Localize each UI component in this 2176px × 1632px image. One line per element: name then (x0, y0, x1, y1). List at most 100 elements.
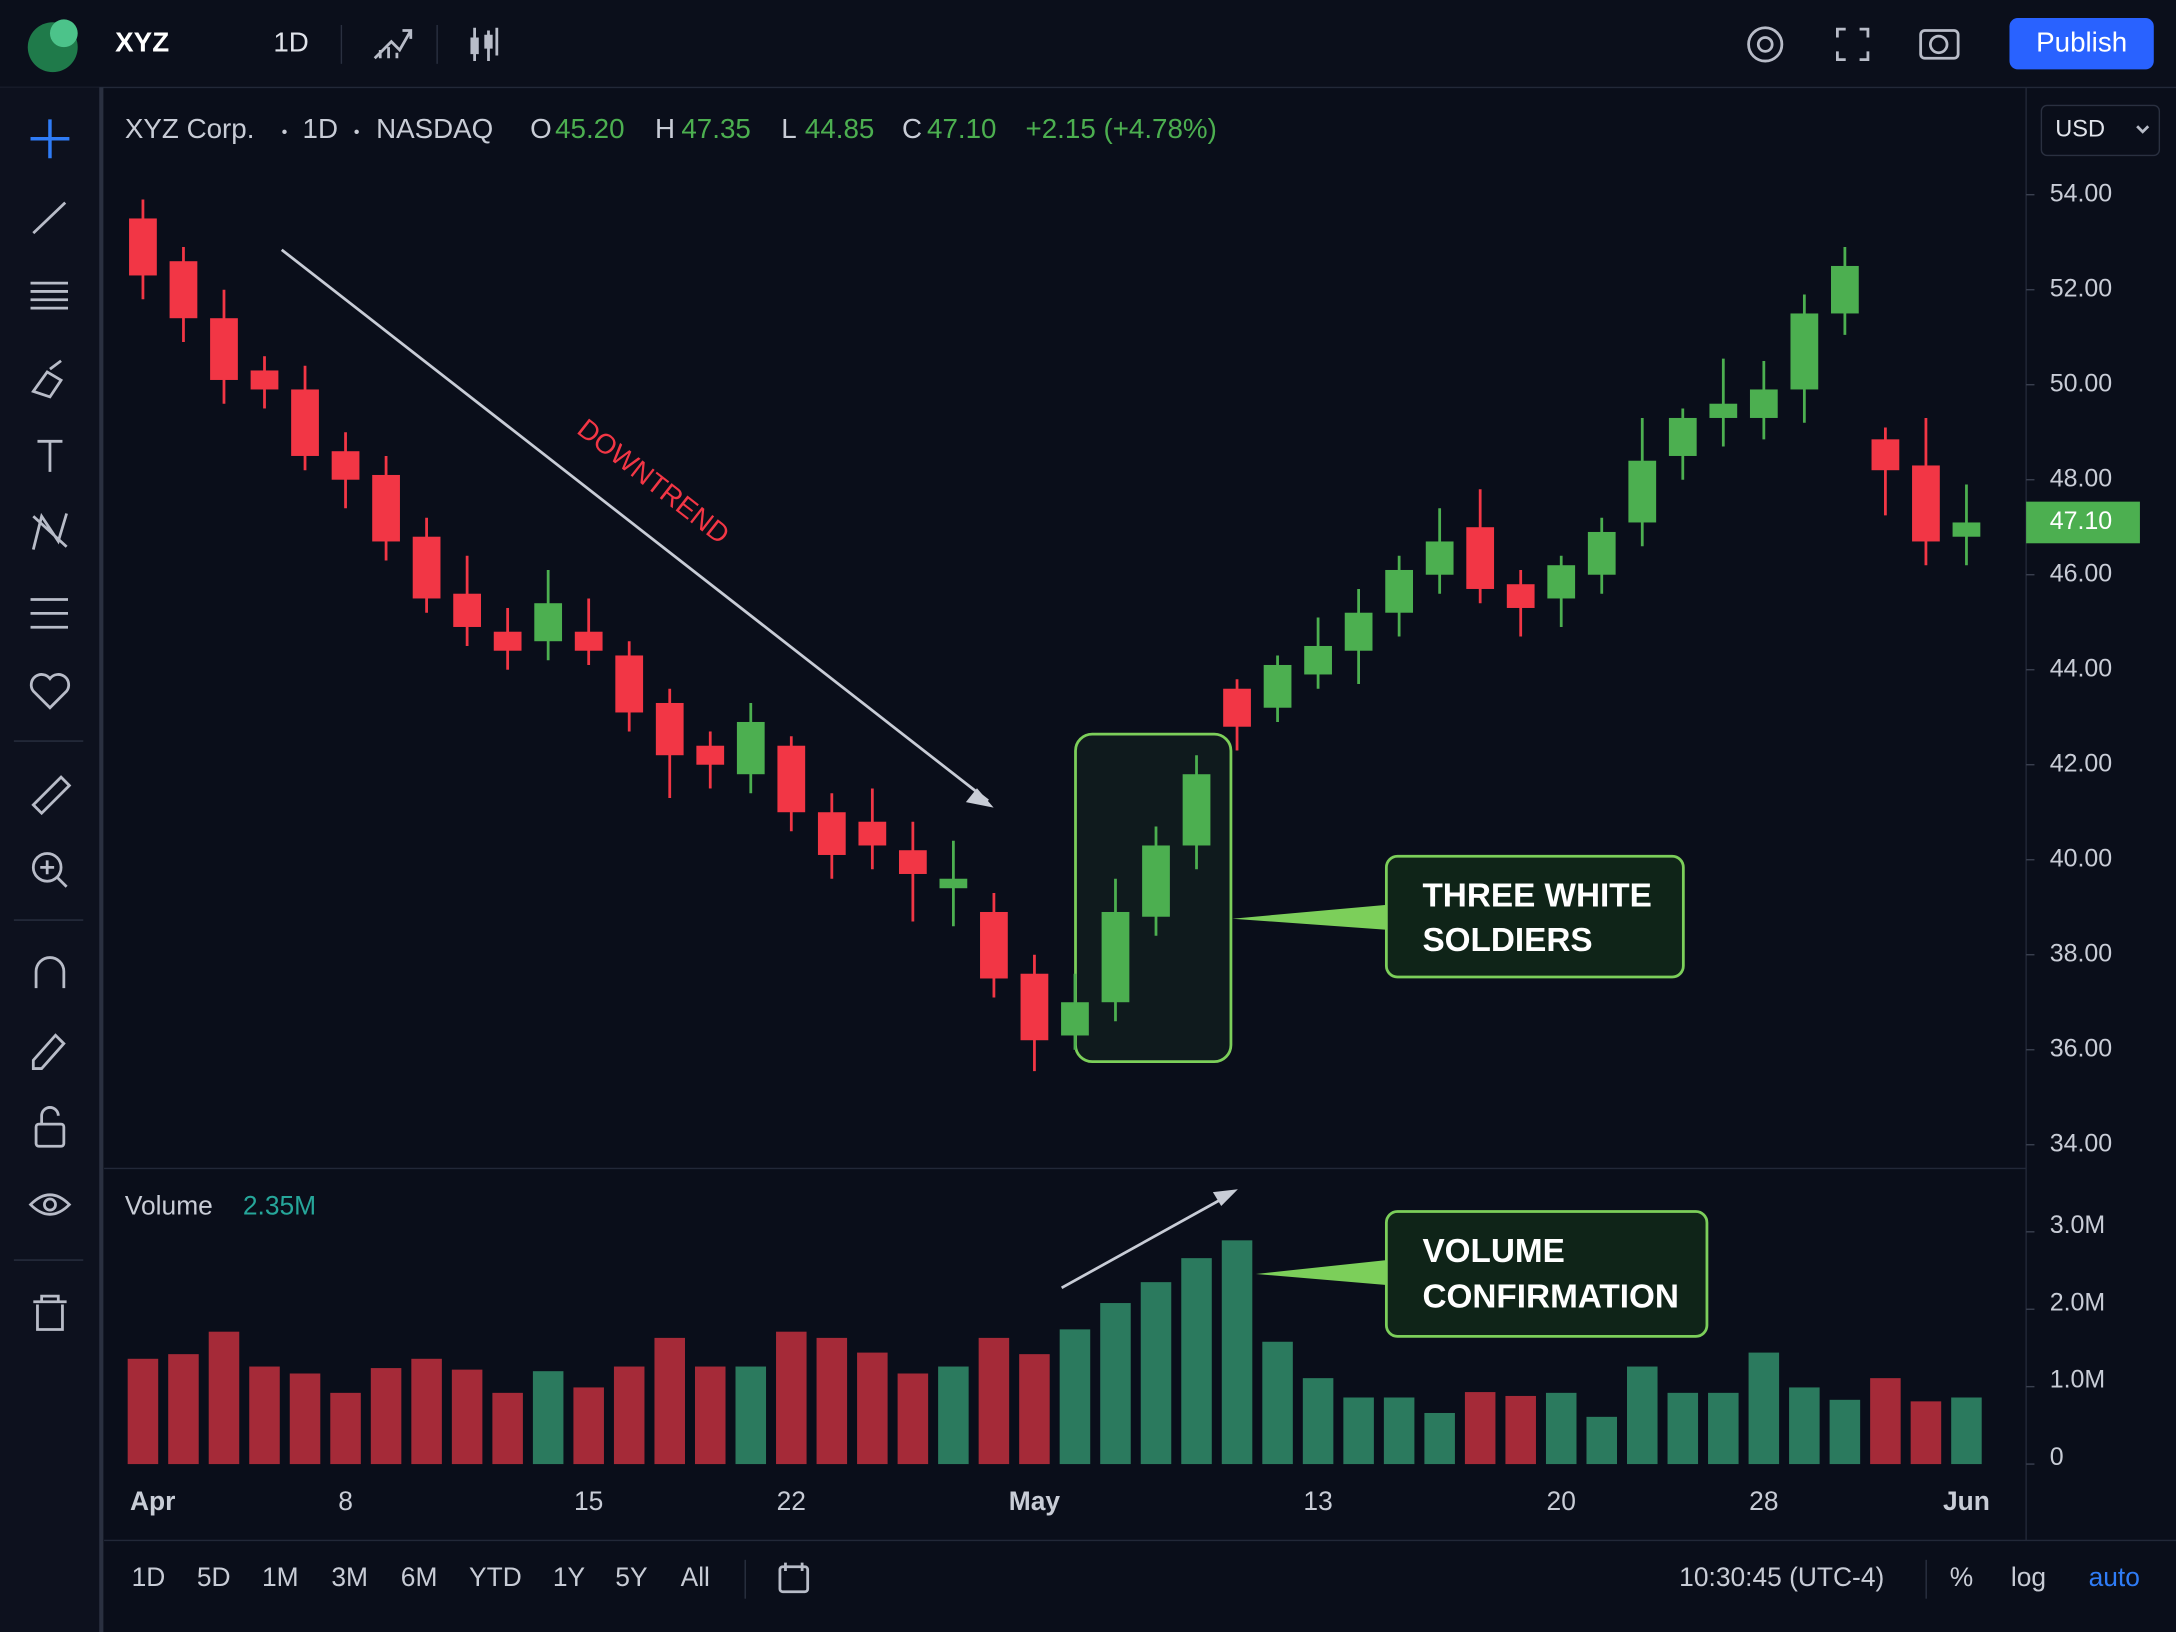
candle-body (1061, 1002, 1089, 1036)
compare-icon[interactable] (470, 27, 499, 62)
lock-draw-tool[interactable] (31, 1033, 66, 1070)
range-button[interactable]: 6M (401, 1562, 438, 1592)
pattern-tool[interactable] (31, 512, 68, 550)
date-range-icon[interactable] (778, 1562, 810, 1594)
range-button[interactable]: 5Y (615, 1562, 647, 1592)
favorites-tool[interactable] (29, 673, 71, 710)
settings-icon[interactable] (1747, 26, 1784, 63)
candle-body (1871, 439, 1900, 471)
x-tick-label: 15 (574, 1486, 603, 1516)
range-button[interactable]: 3M (331, 1562, 368, 1592)
volume-title: Volume (125, 1190, 213, 1220)
volume-bar (1545, 1392, 1577, 1465)
candle-body (1547, 565, 1576, 599)
volume-bar (776, 1331, 807, 1465)
brush-tool[interactable] (31, 359, 64, 399)
auto-toggle[interactable]: auto (2089, 1562, 2140, 1592)
arrow-head (1212, 1189, 1238, 1206)
prediction-tool[interactable] (30, 598, 68, 629)
volume-bar (573, 1387, 604, 1465)
crosshair-tool[interactable] (30, 119, 70, 159)
publish-button[interactable] (2009, 18, 2154, 70)
ohlc-key: C (902, 113, 922, 144)
volume-bar (411, 1358, 442, 1465)
text-tool[interactable] (37, 439, 63, 472)
y-tick-label: 36.00 (2050, 1034, 2112, 1062)
volume-bar (1829, 1399, 1861, 1465)
volume-bar (1627, 1366, 1658, 1465)
indicators-icon[interactable] (373, 29, 413, 60)
lock-tool[interactable] (34, 1106, 66, 1148)
range-button[interactable]: YTD (469, 1562, 522, 1592)
currency-select[interactable] (2040, 104, 2161, 157)
candle-body (1831, 265, 1859, 314)
candle-body (1952, 522, 1981, 537)
volume-bar (1505, 1395, 1536, 1465)
candle-body (1749, 389, 1778, 418)
candle-body (817, 812, 846, 855)
candle-body (1101, 911, 1130, 1003)
volume-bar (1262, 1341, 1293, 1465)
volume-bar (1424, 1412, 1455, 1465)
hide-tool[interactable] (28, 1193, 72, 1216)
x-tick-label: Apr (130, 1486, 175, 1516)
top-bar (0, 0, 2176, 88)
fib-tool[interactable] (30, 281, 68, 310)
candle-body (1385, 569, 1414, 613)
y-tick-label: 48.00 (2050, 464, 2112, 492)
candle-body (736, 721, 765, 775)
magnet-tool[interactable] (34, 956, 66, 989)
x-tick-label: May (1009, 1486, 1061, 1516)
candle-body (129, 218, 157, 276)
volume-bar (127, 1358, 159, 1465)
ohlc-value: 45.20 (555, 113, 624, 144)
volume-bar (451, 1369, 483, 1465)
callout-pointer (1255, 1260, 1387, 1286)
y-tick-label: 46.00 (2050, 559, 2112, 587)
candle-body (1223, 688, 1251, 727)
ruler-tool[interactable] (31, 775, 72, 816)
currency[interactable]: USD (2055, 116, 2105, 142)
x-tick-label: Jun (1943, 1486, 1990, 1516)
volume-bar (208, 1331, 240, 1465)
candle-body (1912, 465, 1940, 542)
range-button[interactable]: 1D (132, 1562, 166, 1592)
candle-body (169, 261, 198, 319)
candle-body (412, 536, 441, 599)
interval[interactable]: 1D (273, 27, 308, 58)
ohlc-key: O (530, 113, 552, 144)
volume-bar (1343, 1397, 1374, 1465)
candle-body (696, 745, 725, 765)
candle-body (980, 911, 1008, 979)
candle-body (1587, 531, 1616, 575)
range-button[interactable]: 5D (197, 1562, 231, 1592)
callout-text: SOLDIERS (1422, 922, 1592, 959)
range-button[interactable]: 1Y (553, 1562, 585, 1592)
legend-interval: 1D (303, 113, 338, 144)
trendline-tool[interactable] (32, 201, 67, 235)
trend-arrow (280, 248, 989, 802)
candle-body (655, 702, 684, 756)
zoom-tool[interactable] (31, 852, 68, 888)
log-toggle[interactable]: log (2011, 1562, 2046, 1592)
delete-tool[interactable] (33, 1294, 67, 1331)
y-tick-label: 0 (2050, 1443, 2064, 1471)
volume-bar (1221, 1240, 1253, 1465)
percent-toggle[interactable]: % (1950, 1562, 1973, 1592)
candle-body (534, 603, 563, 642)
volume-bar (1100, 1303, 1131, 1465)
x-tick-label: 13 (1303, 1486, 1332, 1516)
publish-label[interactable]: Publish (2036, 27, 2127, 58)
range-button[interactable]: All (681, 1562, 710, 1592)
change: +2.15 (+4.78%) (1026, 113, 1217, 144)
fullscreen-icon[interactable] (1836, 27, 1870, 62)
screenshot-icon[interactable] (1919, 29, 1960, 60)
volume-bar (1951, 1397, 1982, 1465)
range-button[interactable]: 1M (262, 1562, 299, 1592)
symbol[interactable]: XYZ (115, 27, 169, 58)
x-tick-label: 28 (1749, 1486, 1778, 1516)
volume-bar (1910, 1401, 1942, 1465)
candle-body (250, 370, 279, 390)
candle-body (898, 850, 927, 874)
